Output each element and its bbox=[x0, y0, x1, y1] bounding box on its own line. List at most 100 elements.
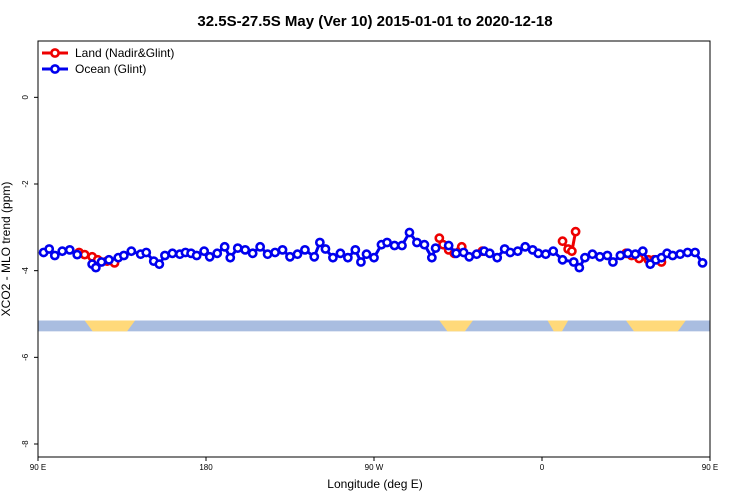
series-layer bbox=[38, 226, 708, 273]
data-point bbox=[167, 248, 178, 259]
data-point bbox=[328, 252, 338, 263]
data-point bbox=[255, 241, 266, 252]
y-tick-label: -8 bbox=[21, 440, 30, 448]
legend-label: Ocean (Glint) bbox=[75, 62, 146, 76]
data-point bbox=[697, 257, 708, 268]
data-point bbox=[277, 244, 288, 255]
data-point bbox=[126, 246, 137, 257]
data-point bbox=[49, 250, 60, 261]
x-tick-label: 90 E bbox=[702, 463, 718, 472]
data-point bbox=[568, 257, 579, 267]
data-point bbox=[72, 249, 83, 260]
x-tick-label: 180 bbox=[199, 463, 213, 472]
data-point bbox=[419, 239, 430, 250]
data-point bbox=[512, 246, 523, 257]
data-point bbox=[690, 247, 700, 258]
data-point bbox=[369, 252, 379, 263]
data-point bbox=[57, 246, 68, 257]
data-point bbox=[587, 249, 598, 260]
y-tick-label: -4 bbox=[21, 267, 30, 275]
x-tick-label: 90 E bbox=[30, 463, 46, 472]
legend: Land (Nadir&Glint) Ocean (Glint) bbox=[42, 46, 174, 76]
data-point bbox=[412, 237, 422, 248]
data-point bbox=[505, 247, 516, 258]
data-point bbox=[225, 252, 236, 263]
land-segment-1 bbox=[439, 320, 473, 332]
data-point bbox=[300, 244, 310, 255]
data-point bbox=[270, 247, 280, 258]
data-point bbox=[154, 259, 165, 270]
data-point bbox=[219, 241, 230, 252]
data-point bbox=[204, 251, 215, 262]
data-point bbox=[622, 248, 633, 259]
data-point bbox=[90, 262, 101, 273]
legend-marker bbox=[50, 64, 60, 74]
data-point bbox=[314, 237, 325, 248]
data-point bbox=[566, 246, 577, 257]
data-point bbox=[615, 250, 626, 261]
data-point bbox=[574, 262, 585, 273]
data-point bbox=[540, 249, 551, 260]
x-tick-label: 0 bbox=[540, 463, 545, 472]
data-point bbox=[443, 240, 454, 251]
data-point bbox=[240, 244, 251, 255]
series-1 bbox=[38, 227, 708, 273]
data-point bbox=[602, 250, 613, 261]
data-point bbox=[96, 257, 107, 267]
data-point bbox=[557, 254, 568, 265]
data-point bbox=[309, 251, 320, 262]
data-point bbox=[471, 249, 482, 260]
data-point bbox=[141, 247, 152, 258]
data-point bbox=[247, 248, 258, 259]
data-point bbox=[520, 241, 531, 252]
data-point bbox=[342, 252, 353, 263]
data-point bbox=[350, 244, 361, 255]
x-axis: 90 E 180 90 W 0 90 E bbox=[30, 457, 718, 472]
data-point bbox=[533, 248, 544, 259]
data-point bbox=[160, 250, 170, 261]
data-point bbox=[199, 246, 210, 257]
data-point bbox=[320, 244, 331, 254]
data-point bbox=[356, 257, 366, 267]
land-segment-0 bbox=[84, 320, 136, 332]
data-point bbox=[232, 243, 243, 254]
data-point bbox=[389, 240, 400, 251]
y-tick-label: -2 bbox=[21, 180, 30, 188]
y-axis-label: XCO2 - MLO trend (ppm) bbox=[0, 182, 13, 317]
data-point bbox=[212, 248, 223, 259]
data-point bbox=[285, 251, 295, 262]
data-point bbox=[397, 240, 407, 251]
data-point bbox=[675, 249, 686, 260]
x-tick-label: 90 W bbox=[365, 463, 384, 472]
data-point bbox=[361, 249, 372, 260]
y-axis: 0 -2 -4 -6 -8 bbox=[21, 95, 38, 448]
land-segment-2 bbox=[547, 320, 569, 332]
plot-frame bbox=[37, 40, 711, 458]
data-point bbox=[557, 236, 568, 247]
data-point bbox=[637, 246, 648, 257]
data-point bbox=[118, 250, 129, 261]
data-point bbox=[451, 248, 462, 259]
data-point bbox=[64, 244, 75, 255]
data-point bbox=[570, 226, 581, 237]
data-point bbox=[608, 257, 618, 267]
x-axis-label: Longitude (deg E) bbox=[327, 477, 422, 491]
chart-title: 32.5S-27.5S May (Ver 10) 2015-01-01 to 2… bbox=[197, 13, 552, 30]
data-point bbox=[292, 249, 303, 260]
ocean-band bbox=[38, 320, 710, 332]
data-point bbox=[262, 249, 273, 260]
data-point bbox=[580, 252, 590, 263]
data-point bbox=[426, 252, 437, 263]
data-point bbox=[104, 254, 114, 265]
legend-marker bbox=[50, 48, 60, 58]
data-point bbox=[430, 243, 441, 254]
data-point bbox=[630, 249, 641, 260]
y-tick-label: -6 bbox=[21, 353, 30, 361]
data-point bbox=[464, 251, 475, 262]
data-point bbox=[191, 250, 202, 261]
data-point bbox=[667, 250, 678, 261]
data-point bbox=[79, 249, 90, 260]
data-point bbox=[382, 237, 392, 248]
data-point bbox=[44, 244, 55, 254]
